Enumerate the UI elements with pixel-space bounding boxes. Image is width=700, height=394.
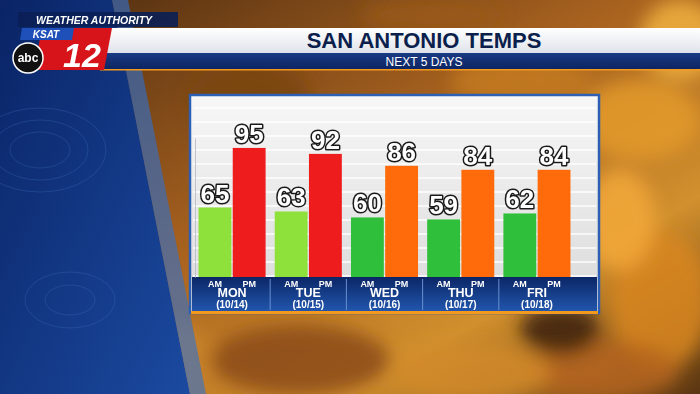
background [0, 0, 700, 394]
contour-texture [0, 108, 115, 328]
network-name: abc [18, 51, 39, 65]
data-label: 63 [277, 182, 306, 212]
network-logo [13, 43, 43, 73]
x-tick: FRI(10/18) [521, 286, 553, 310]
subtitle-bar-line [100, 69, 700, 71]
data-labels: 65 63 60 59 62 95 92 86 84 84 [200, 119, 569, 220]
category-divider [498, 279, 499, 310]
x-tick: MON(10/14) [216, 286, 248, 310]
category-divider [422, 279, 423, 310]
y-axis-line [195, 139, 196, 278]
contour-line [0, 120, 88, 180]
chart-subtitle: NEXT 5 DAYS [386, 55, 463, 69]
x-tick: TUE(10/15) [292, 286, 324, 310]
chart-root: SAN ANTONIO TEMPS NEXT 5 DAYS WEATHER AUTH… [0, 0, 700, 394]
leaf [210, 325, 390, 394]
x-tick-label: FRI(10/18) [521, 286, 553, 310]
data-label: 59 [429, 190, 458, 220]
category-band [192, 277, 597, 311]
chart-panel [190, 95, 599, 313]
bar [385, 166, 418, 277]
y-axis [195, 139, 196, 278]
category-day: MON [217, 286, 246, 300]
x-axis-line [198, 277, 573, 278]
panel-stripes [193, 108, 596, 276]
category-date: (10/15) [292, 299, 324, 310]
bar [233, 148, 266, 277]
x-tick: WED(10/16) [369, 286, 401, 310]
data-label: 65 [200, 179, 229, 209]
data-label: 84 [540, 141, 569, 171]
bar [503, 213, 536, 277]
category-date: (10/14) [216, 299, 248, 310]
x-tick-label: TUE(10/15) [292, 286, 324, 310]
x-tick-label: WED(10/16) [369, 286, 401, 310]
contour-line [25, 272, 115, 328]
series-label: AM [513, 279, 527, 289]
contour-line [0, 108, 106, 192]
channel-number: 12 [63, 36, 101, 74]
category-date: (10/17) [445, 299, 477, 310]
leaf [390, 342, 550, 394]
category-day: FRI [527, 286, 547, 300]
data-label: 84 [463, 141, 492, 171]
data-label: 62 [505, 184, 534, 214]
category-day: WED [370, 286, 399, 300]
category-day: THU [448, 286, 474, 300]
category-dividers [270, 279, 499, 310]
category-band-line [191, 311, 598, 314]
bar [461, 170, 494, 277]
title-bar [100, 28, 700, 53]
category-date: (10/16) [369, 299, 401, 310]
series-label: PM [547, 279, 561, 289]
data-label: 92 [311, 125, 340, 155]
bar [309, 154, 342, 277]
data-label: 95 [235, 119, 264, 149]
leaf [360, 0, 500, 30]
bar [275, 211, 308, 277]
subtitle-bar [100, 53, 700, 70]
tagline: WEATHER AUTHORITY [36, 14, 153, 26]
tagline-bar [18, 12, 178, 27]
bars [199, 148, 571, 277]
x-tick-label: MON(10/14) [216, 286, 248, 310]
bar [351, 217, 384, 277]
station-name: KSAT [33, 29, 60, 40]
bar [199, 208, 232, 278]
contour-line [45, 285, 95, 315]
bar [538, 170, 571, 277]
x-tick: THU(10/17) [445, 286, 477, 310]
panel-stripe [193, 107, 596, 109]
data-label: 86 [387, 137, 416, 167]
category-day: TUE [296, 286, 321, 300]
category-date: (10/18) [521, 299, 553, 310]
contour-line [10, 132, 70, 168]
category-divider [270, 279, 271, 310]
chart-title: SAN ANTONIO TEMPS [307, 28, 542, 53]
data-label: 60 [353, 188, 382, 218]
x-tick-label: THU(10/17) [445, 286, 477, 310]
x-axis: MON(10/14) TUE(10/15) WED(10/16) THU(10/17)… [198, 278, 573, 311]
category-divider [346, 279, 347, 310]
bar [427, 219, 460, 277]
